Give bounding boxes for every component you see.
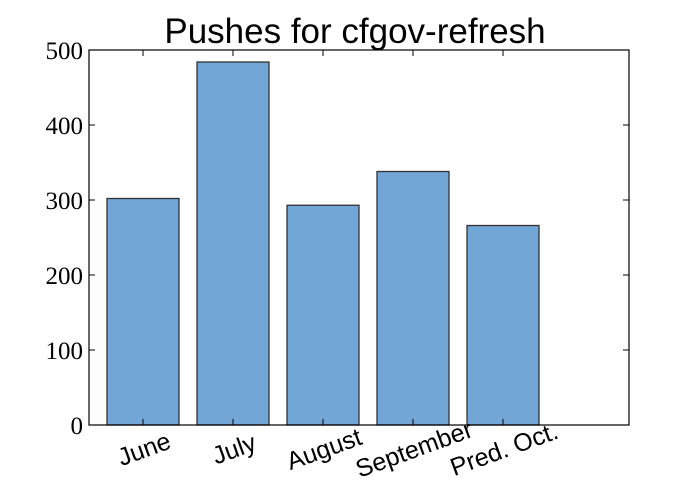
bar-pred-oct bbox=[466, 224, 540, 426]
x-tick-label: June bbox=[114, 427, 175, 472]
y-tick-label: 200 bbox=[46, 263, 84, 290]
bars-layer bbox=[106, 61, 540, 426]
y-tick-label: 400 bbox=[46, 113, 84, 140]
chart-title: Pushes for cfgov-refresh bbox=[164, 12, 545, 51]
y-tick-label: 0 bbox=[71, 413, 84, 440]
bar-september bbox=[376, 170, 450, 426]
x-tick-label: August bbox=[283, 423, 366, 476]
x-tick-label: July bbox=[209, 429, 261, 471]
y-tick-label: 500 bbox=[46, 38, 84, 65]
bar-june bbox=[106, 197, 180, 426]
y-axis: 0 100 200 300 400 500 bbox=[46, 38, 629, 440]
y-tick-label: 300 bbox=[46, 188, 84, 215]
bar-july bbox=[196, 61, 270, 426]
y-tick-label: 100 bbox=[46, 338, 84, 365]
plot-frame bbox=[88, 49, 630, 426]
bar-august bbox=[286, 204, 360, 426]
